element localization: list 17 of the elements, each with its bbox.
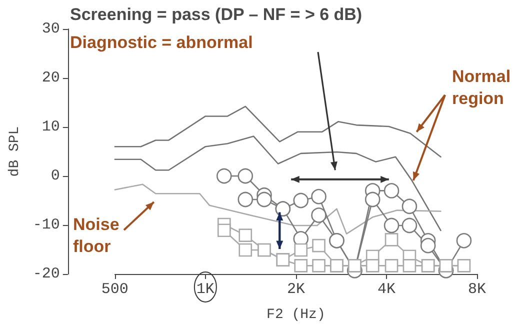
text: Screening = pass (DP – NF = > 6 dB): [70, 4, 362, 26]
annotation: Normal region: [452, 66, 512, 110]
annotation: Diagnostic = abnormal: [70, 32, 253, 54]
y-tick-label: 30: [42, 20, 60, 38]
x-tick-label: 1K: [196, 281, 214, 298]
y-tick-label: 20: [42, 70, 60, 86]
x-tick-label: 8K: [468, 281, 486, 298]
y-tick-label: 10: [42, 118, 60, 136]
x-axis-title: F2 (Hz): [266, 307, 326, 323]
x-tick-label: 4K: [377, 281, 396, 298]
x-tick-label: 500: [101, 281, 128, 298]
x-tick-label: 2K: [286, 281, 305, 298]
y-tick-label: 0: [50, 168, 60, 184]
annotation: Noise floor: [73, 214, 120, 258]
y-tick-label: -10: [32, 216, 60, 234]
y-tick-label: -20: [32, 266, 60, 282]
y-axis-title: dB SPL: [7, 126, 23, 177]
